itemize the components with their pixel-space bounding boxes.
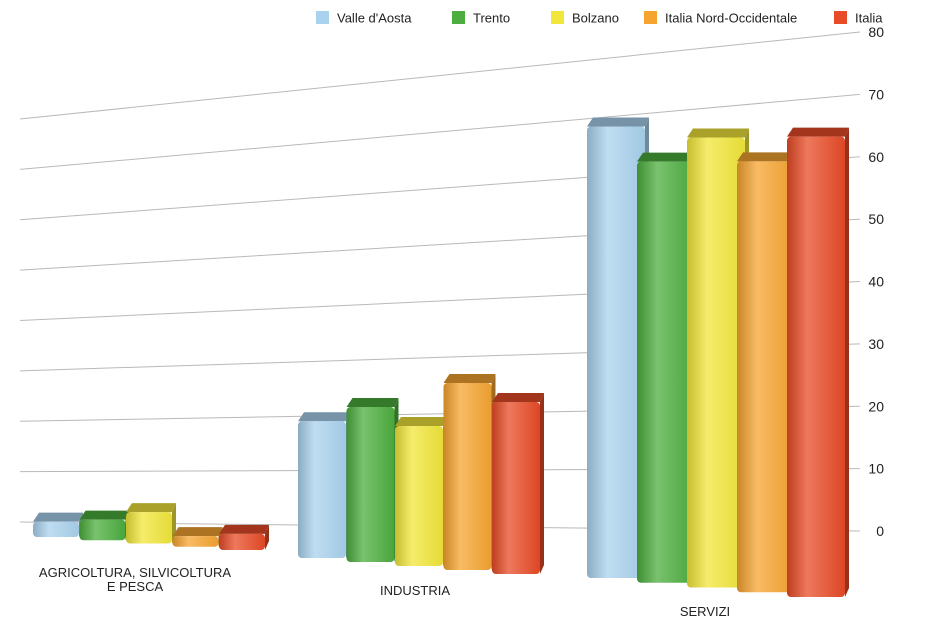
bar-front [637, 161, 695, 583]
legend-label: Italia [855, 11, 883, 26]
y-tick-label-30: 30 [868, 336, 884, 352]
category-label-agricoltura-silvicoltura: AGRICOLTURA, SILVICOLTURA E PESCA [39, 565, 231, 594]
x-axis-categories: AGRICOLTURA, SILVICOLTURA E PESCA INDUSTRI… [39, 565, 730, 619]
bar-top [687, 128, 749, 138]
legend-swatch [316, 11, 329, 24]
bar-servizi-italia [787, 127, 849, 597]
bar-side [845, 127, 849, 597]
y-tick-label-40: 40 [868, 274, 884, 290]
y-axis-ticks: 0 10 20 30 40 50 60 70 80 [868, 24, 884, 539]
bar-top [33, 512, 83, 522]
bar-front [492, 401, 540, 574]
y-tick-label-10: 10 [868, 461, 884, 477]
bar-industria-bolzano [395, 416, 447, 566]
bar-front [737, 161, 795, 593]
bar-top [126, 503, 176, 513]
chart-bars [33, 117, 849, 597]
y-tick-label-60: 60 [868, 149, 884, 165]
bar-front [587, 126, 645, 579]
legend-label: Italia Nord-Occidentale [665, 11, 797, 26]
bar-agricoltura-silvicoltura-valle-d-aosta [33, 512, 83, 537]
bar-agricoltura-silvicoltura-trento [79, 510, 130, 541]
bar-top [346, 398, 399, 408]
legend-item-bolzano: Bolzano [551, 11, 619, 26]
legend-item-valle-d-aosta: Valle d'Aosta [316, 11, 412, 26]
legend-item-trento: Trento [452, 11, 510, 26]
legend-swatch [644, 11, 657, 24]
bar-agricoltura-silvicoltura-bolzano [126, 503, 176, 544]
bar-industria-valle-d-aosta [298, 412, 350, 558]
chart-legend: Valle d'Aosta Trento Bolzano Italia Nord-Oc… [316, 11, 883, 26]
y-tick-label-80: 80 [868, 24, 884, 40]
bar-front [687, 137, 745, 588]
bar-top [637, 152, 699, 162]
legend-swatch [452, 11, 465, 24]
bar-top [443, 373, 496, 383]
bar-industria-trento [346, 398, 399, 562]
bar-top [79, 510, 130, 520]
bar-front [443, 382, 492, 570]
legend-item-italia: Italia [834, 11, 883, 26]
bar-top [587, 117, 649, 127]
y-tick-label-70: 70 [868, 86, 884, 102]
bar-top [787, 127, 849, 137]
bar-top [395, 416, 447, 426]
bar-front [395, 425, 443, 566]
bar-front [787, 136, 845, 597]
y-tick-label-50: 50 [868, 211, 884, 227]
legend-label: Valle d'Aosta [337, 11, 412, 26]
legend-swatch [834, 11, 847, 24]
bar-industria-italia-nord-occidentale [443, 373, 496, 570]
bar-front [172, 536, 219, 547]
legend-label: Bolzano [572, 11, 619, 26]
bar-top [172, 527, 223, 537]
bar-side [265, 524, 269, 550]
bar-top [298, 412, 350, 422]
bar-front [298, 421, 346, 558]
bar-side [540, 392, 544, 574]
category-label-industria: INDUSTRIA [380, 583, 450, 598]
bar-top [737, 152, 799, 162]
bar-front [33, 521, 79, 537]
y-tick-label-0: 0 [876, 523, 884, 539]
bar-front [346, 407, 395, 562]
bar-front [79, 519, 126, 541]
bar-top [492, 392, 544, 402]
bar-front [126, 512, 172, 544]
category-label-servizi: SERVIZI [680, 604, 730, 619]
legend-swatch [551, 11, 564, 24]
bar-front [219, 533, 265, 550]
bar-industria-italia [492, 392, 544, 574]
legend-label: Trento [473, 11, 510, 26]
gridline-80 [19, 31, 861, 120]
bar-agricoltura-silvicoltura-italia-nord-occidentale [172, 527, 223, 547]
bar-agricoltura-silvicoltura-italia [219, 524, 269, 550]
bar-top [219, 524, 269, 534]
legend-item-italia-nord-occidentale: Italia Nord-Occidentale [644, 11, 797, 26]
y-tick-label-20: 20 [868, 398, 884, 414]
gridline-70 [19, 93, 861, 170]
